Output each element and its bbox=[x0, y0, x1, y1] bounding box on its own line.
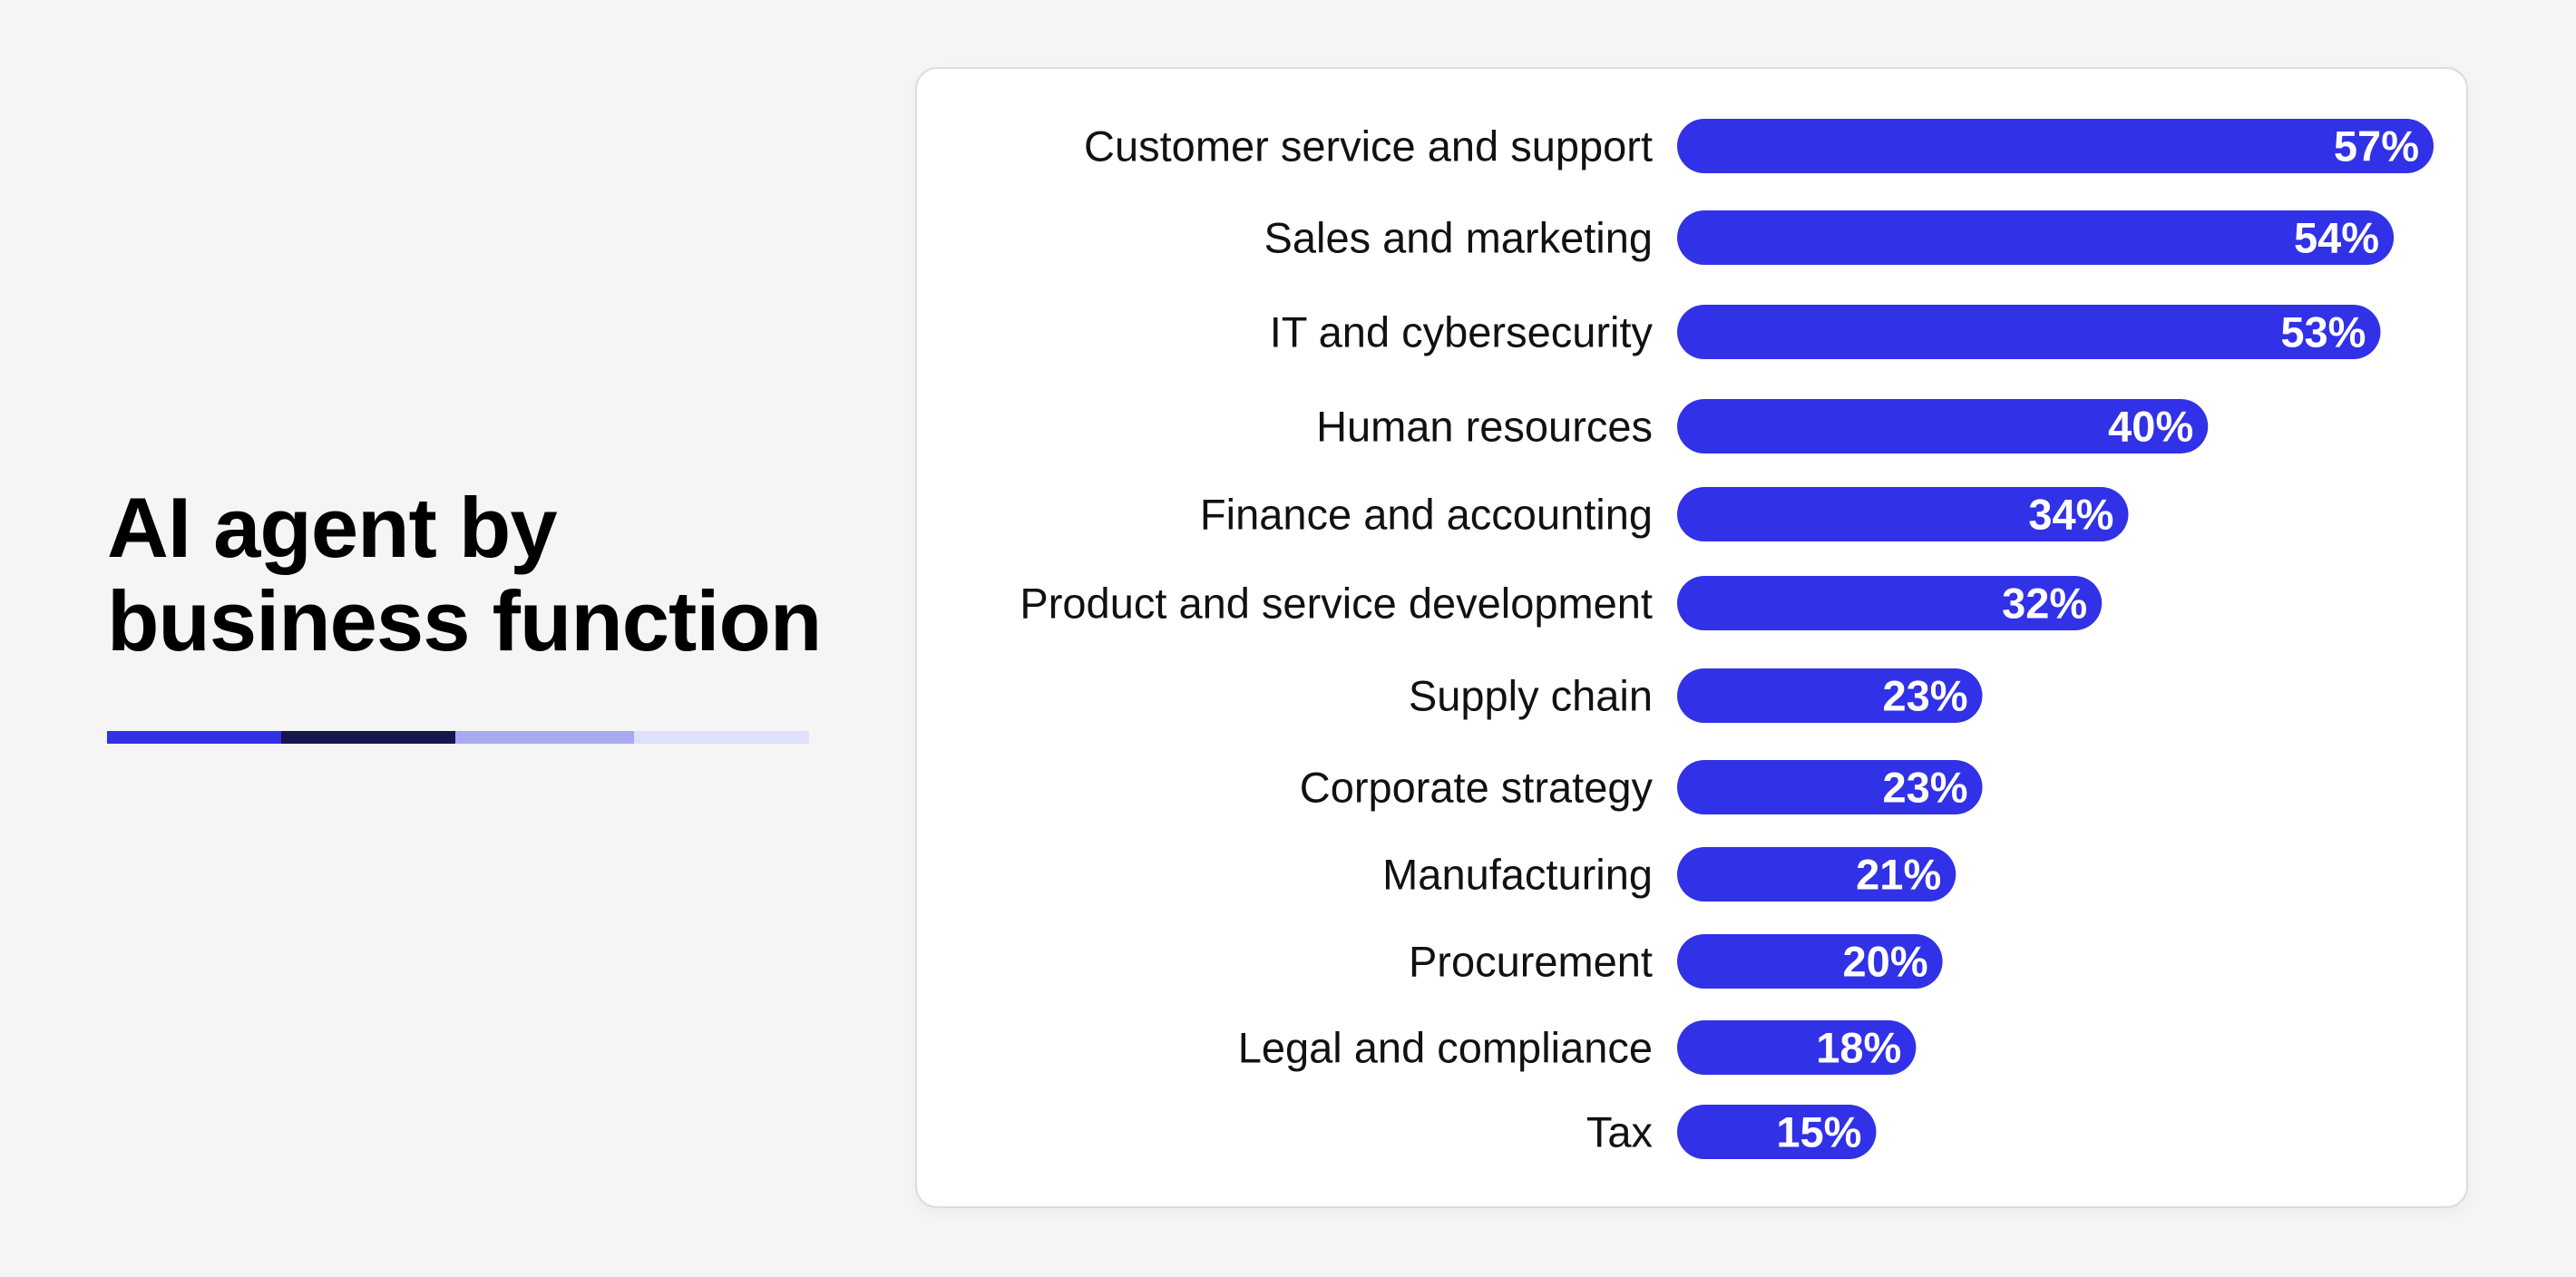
bar bbox=[1677, 934, 1943, 989]
value-label: 23% bbox=[1882, 672, 1967, 720]
value-label: 21% bbox=[1856, 851, 1941, 899]
category-label: Human resources bbox=[1316, 403, 1653, 451]
bar bbox=[1677, 1020, 1917, 1075]
value-label: 57% bbox=[2334, 122, 2419, 171]
value-label: 34% bbox=[2028, 491, 2113, 539]
bar bbox=[1677, 487, 2129, 541]
bar bbox=[1677, 847, 1956, 902]
bar-chart: Customer service and support 57% Sales and… bbox=[1020, 119, 2434, 1159]
category-label: IT and cybersecurity bbox=[1270, 308, 1654, 356]
category-label: Corporate strategy bbox=[1300, 764, 1654, 812]
page-title: AI agent by business function bbox=[107, 481, 887, 668]
color-strip-segment bbox=[281, 731, 455, 744]
chart-card: Customer service and support 57% Sales and… bbox=[915, 67, 2468, 1208]
value-label: 53% bbox=[2280, 308, 2366, 356]
bar bbox=[1677, 399, 2209, 453]
bar bbox=[1677, 119, 2434, 173]
value-label: 23% bbox=[1882, 764, 1967, 812]
bar bbox=[1677, 668, 1983, 723]
category-label: Customer service and support bbox=[1084, 122, 1653, 171]
value-label: 32% bbox=[2002, 580, 2087, 628]
category-label: Finance and accounting bbox=[1200, 491, 1653, 539]
value-label: 18% bbox=[1816, 1024, 1901, 1072]
category-label: Legal and compliance bbox=[1238, 1024, 1653, 1072]
category-label: Manufacturing bbox=[1382, 851, 1653, 899]
category-label: Tax bbox=[1586, 1108, 1653, 1156]
title-block: AI agent by business function bbox=[107, 481, 887, 668]
color-strip-segment bbox=[455, 731, 634, 744]
color-strip bbox=[107, 731, 809, 744]
bar bbox=[1677, 1105, 1877, 1159]
category-label: Sales and marketing bbox=[1264, 214, 1653, 262]
color-strip-segment bbox=[107, 731, 281, 744]
title-line-2: business function bbox=[107, 573, 822, 668]
bar bbox=[1677, 305, 2381, 359]
bar bbox=[1677, 576, 2103, 630]
category-label: Supply chain bbox=[1409, 672, 1653, 720]
color-strip-segment bbox=[634, 731, 809, 744]
value-label: 15% bbox=[1776, 1108, 1861, 1156]
category-label: Procurement bbox=[1409, 938, 1653, 986]
bar bbox=[1677, 210, 2395, 265]
value-label: 54% bbox=[2294, 214, 2379, 262]
value-label: 40% bbox=[2108, 403, 2193, 451]
category-label: Product and service development bbox=[1020, 580, 1653, 628]
title-line-1: AI agent by bbox=[107, 480, 558, 575]
value-label: 20% bbox=[1843, 938, 1928, 986]
bar bbox=[1677, 760, 1983, 814]
